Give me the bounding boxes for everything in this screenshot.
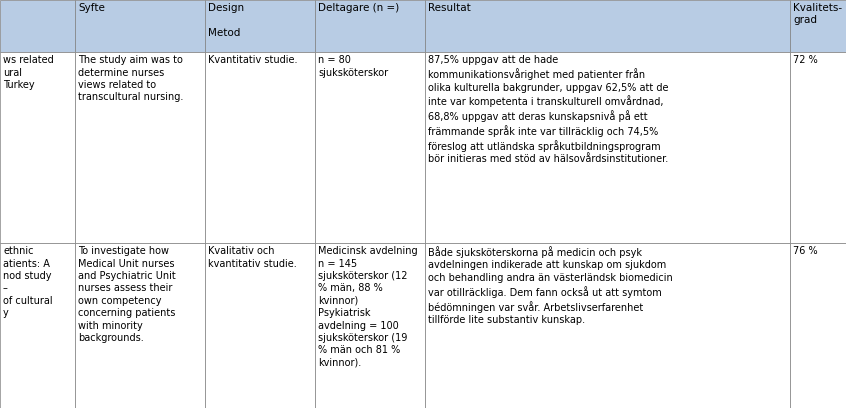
Text: Resultat: Resultat xyxy=(428,3,470,13)
Text: 72 %: 72 % xyxy=(793,55,818,65)
Bar xyxy=(75,52,205,243)
Bar xyxy=(205,52,315,243)
Text: Deltagare (n =): Deltagare (n =) xyxy=(318,3,399,13)
Text: To investigate how
Medical Unit nurses
and Psychiatric Unit
nurses assess their
: To investigate how Medical Unit nurses a… xyxy=(78,246,176,343)
Bar xyxy=(0,0,75,52)
Bar xyxy=(315,0,425,52)
Bar xyxy=(790,243,846,408)
Bar xyxy=(790,0,846,52)
Text: Medicinsk avdelning
n = 145
sjuksköterskor (12
% män, 88 %
kvinnor)
Psykiatrisk
: Medicinsk avdelning n = 145 sjukskötersk… xyxy=(318,246,418,368)
Text: Syfte: Syfte xyxy=(78,3,105,13)
Bar xyxy=(0,52,75,243)
Text: ws related
ural
Turkey: ws related ural Turkey xyxy=(3,55,54,90)
Text: Kvantitativ studie.: Kvantitativ studie. xyxy=(208,55,298,65)
Bar xyxy=(425,52,790,243)
Bar xyxy=(315,52,425,243)
Bar xyxy=(0,243,75,408)
Text: Kvalitets-
grad: Kvalitets- grad xyxy=(793,3,842,25)
Text: Design

Metod: Design Metod xyxy=(208,3,244,38)
Bar xyxy=(790,52,846,243)
Bar xyxy=(205,243,315,408)
Bar xyxy=(205,0,315,52)
Text: 87,5% uppgav att de hade
kommunikationsvårighet med patienter från
olika kulture: 87,5% uppgav att de hade kommunikationsv… xyxy=(428,55,668,164)
Bar xyxy=(75,0,205,52)
Text: Både sjuksköterskorna på medicin och psyk
avdelningen indikerade att kunskap om : Både sjuksköterskorna på medicin och psy… xyxy=(428,246,673,325)
Text: ethnic
atients: A
nod study
–
of cultural
y: ethnic atients: A nod study – of cultura… xyxy=(3,246,52,318)
Text: n = 80
sjuksköterskor: n = 80 sjuksköterskor xyxy=(318,55,388,78)
Bar xyxy=(75,243,205,408)
Bar xyxy=(315,243,425,408)
Text: The study aim was to
determine nurses
views related to
transcultural nursing.: The study aim was to determine nurses vi… xyxy=(78,55,184,102)
Text: 76 %: 76 % xyxy=(793,246,817,256)
Bar xyxy=(425,0,790,52)
Bar xyxy=(425,243,790,408)
Text: Kvalitativ och
kvantitativ studie.: Kvalitativ och kvantitativ studie. xyxy=(208,246,297,268)
